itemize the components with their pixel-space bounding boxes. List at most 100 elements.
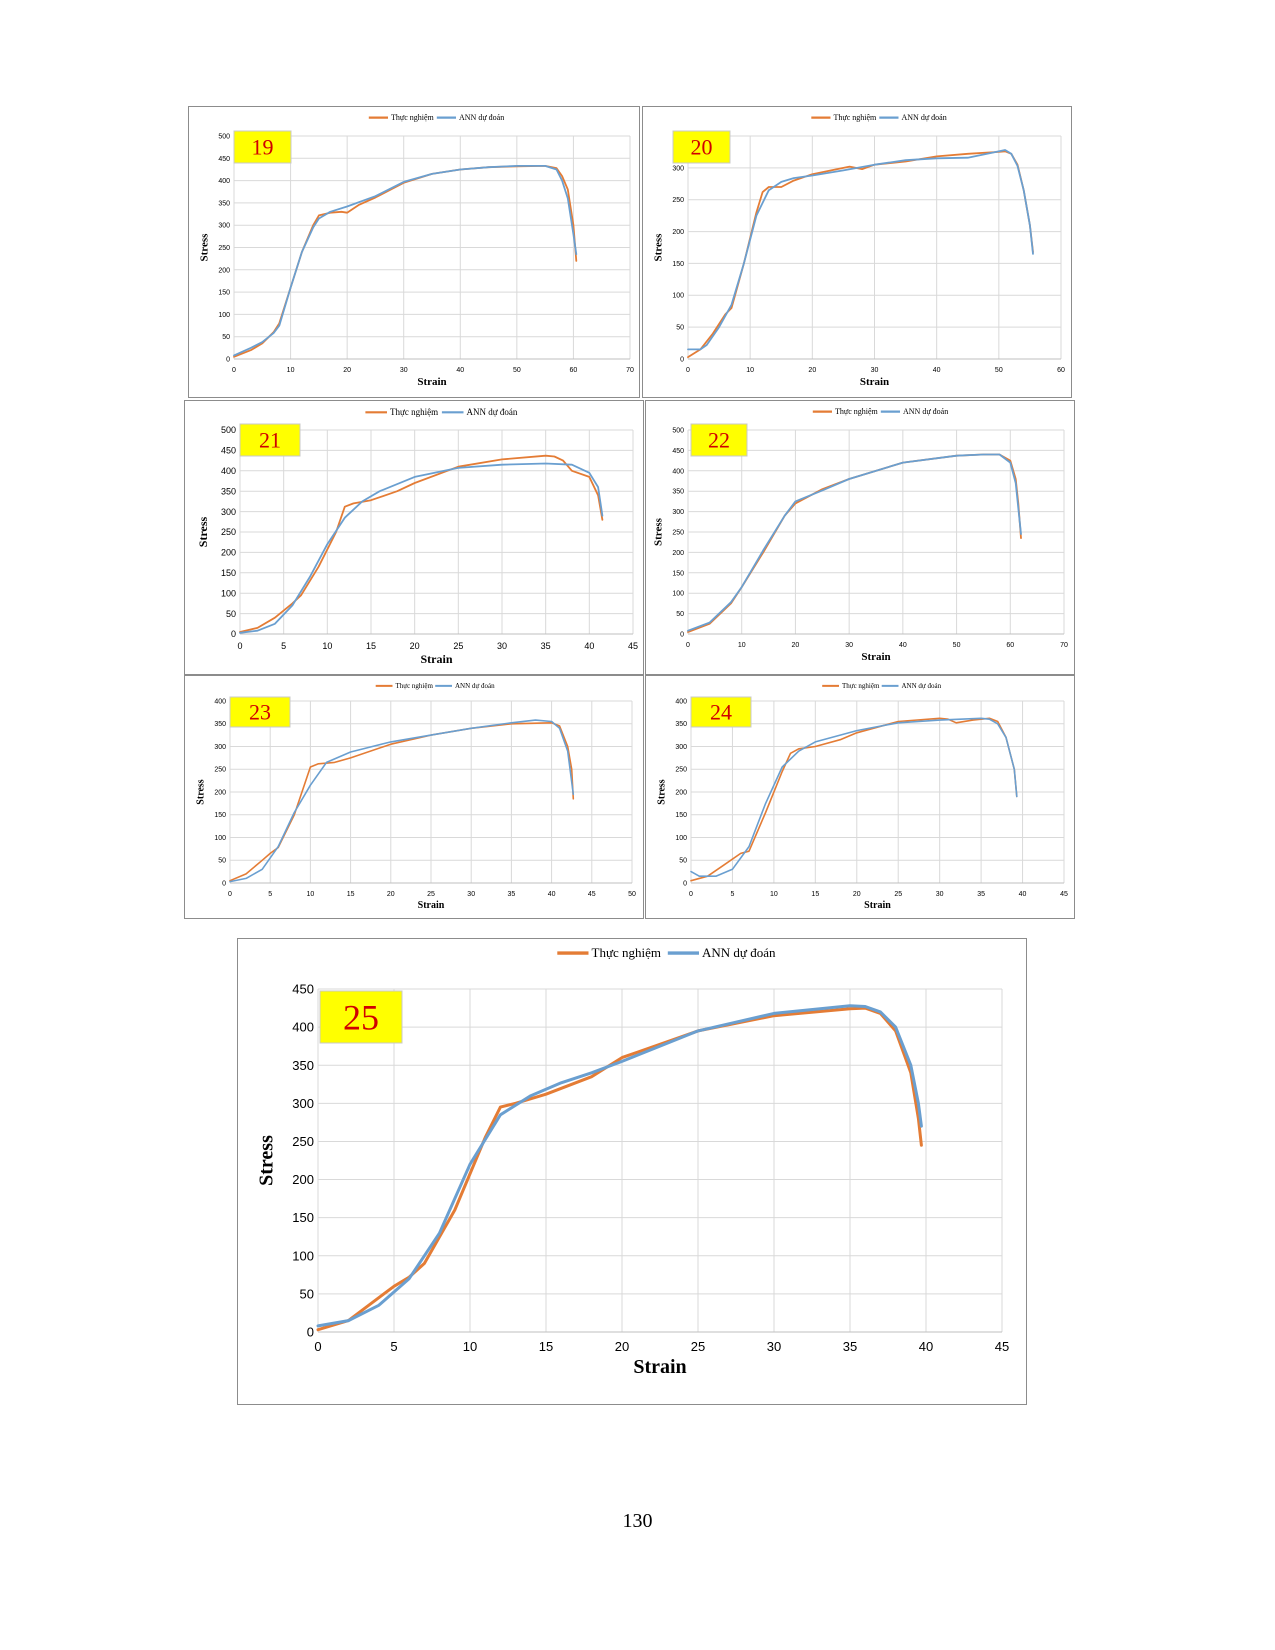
x-tick-label: 40 (933, 367, 941, 374)
x-tick-label: 20 (808, 367, 816, 374)
y-tick-label: 500 (672, 427, 684, 434)
x-tick-label: 0 (232, 367, 236, 374)
x-tick-label: 20 (615, 1339, 629, 1354)
chart-number-badge (690, 423, 748, 457)
series-line-ann-du-doan (229, 719, 575, 883)
y-tick-label: 350 (218, 200, 230, 207)
series-line-thuc-nghiem (687, 453, 1022, 633)
y-tick-label: 200 (221, 548, 236, 558)
y-tick-label: 100 (292, 1248, 314, 1263)
y-tick-label: 250 (292, 1134, 314, 1149)
y-axis-label: Stress (653, 233, 665, 262)
legend-label: Thực nghiệm (391, 113, 435, 122)
y-tick-label: 200 (675, 789, 687, 796)
y-tick-label: 300 (675, 744, 687, 751)
x-tick-label: 30 (497, 641, 507, 651)
y-tick-label: 150 (214, 812, 226, 819)
legend-label: Thực nghiệm (396, 682, 434, 690)
x-axis-label: Strain (860, 376, 889, 388)
y-tick-label: 150 (221, 568, 236, 578)
x-tick-label: 40 (899, 642, 907, 649)
chart-number-label: 20 (691, 135, 713, 160)
chart-number-badge (319, 990, 403, 1044)
y-tick-label: 200 (672, 550, 684, 557)
legend-label: Thực nghiệm (835, 407, 879, 416)
y-tick-label: 0 (231, 629, 236, 639)
legend-label: Thực nghiệm (390, 407, 438, 417)
series-line-ann-du-doan (687, 149, 1034, 351)
chart-24: 0 5 10 15 20 25 30 35 40 45 0 50 100 150 200 250 300 350 4… (645, 675, 1075, 919)
x-axis-label: Strain (861, 651, 890, 663)
legend-label: ANN dự đoán (459, 113, 504, 122)
y-tick-label: 200 (218, 267, 230, 274)
x-tick-label: 30 (400, 367, 408, 374)
y-tick-label: 100 (672, 591, 684, 598)
chart-21-svg: 0 5 10 15 20 25 30 35 40 450501001502002503003504… (196, 407, 638, 666)
legend-label: Thực nghiệm (842, 682, 880, 690)
x-tick-label: 70 (1060, 642, 1068, 649)
chart-22: 0 10 20 30 40 50 60 70 0 50 100 150 200 250 300 350 400 4… (645, 400, 1075, 675)
y-tick-label: 350 (221, 486, 236, 496)
x-tick-label: 10 (287, 367, 295, 374)
chart-19-svg: 0 10 20 30 40 50 60 70 0 50 100 150 200 250 300 350 400 4… (199, 113, 634, 388)
x-tick-label: 70 (626, 367, 634, 374)
chart-number-badge (690, 696, 752, 728)
y-tick-label: 100 (672, 293, 684, 300)
series-line-ann-du-doan (316, 1004, 923, 1328)
y-tick-label: 200 (672, 229, 684, 236)
y-tick-label: 150 (672, 570, 684, 577)
x-tick-label: 0 (314, 1339, 321, 1354)
y-tick-label: 500 (221, 425, 236, 435)
y-tick-label: 250 (221, 527, 236, 537)
x-tick-label: 40 (548, 891, 556, 898)
y-tick-label: 100 (221, 588, 236, 598)
chart-number-label: 22 (708, 428, 730, 453)
y-tick-label: 400 (221, 466, 236, 476)
x-tick-label: 35 (508, 891, 516, 898)
series-line-ann-du-doan (233, 165, 578, 357)
x-tick-label: 30 (767, 1339, 781, 1354)
x-tick-label: 10 (463, 1339, 477, 1354)
x-tick-label: 0 (686, 642, 690, 649)
y-axis-label: Stress (653, 517, 665, 546)
y-tick-label: 150 (218, 290, 230, 297)
chart-21: 0 5 10 15 20 25 30 35 40 45 0 50 100 150 200 250 300 350 4… (184, 400, 644, 675)
series-line-ann-du-doan (239, 462, 604, 634)
y-tick-label: 50 (218, 858, 226, 865)
legend-label: ANN dự đoán (467, 407, 518, 417)
y-tick-label: 250 (214, 767, 226, 774)
chart-23-svg: 0 5 10 15 20 25 30 35 40 45 50 0 50 100 150 200 250 300 35… (196, 682, 636, 911)
series-line-ann-du-doan (687, 453, 1022, 632)
x-tick-label: 5 (730, 891, 734, 898)
y-tick-label: 150 (292, 1210, 314, 1225)
x-tick-label: 10 (746, 367, 754, 374)
y-tick-label: 450 (672, 448, 684, 455)
y-axis-label: Stress (196, 779, 207, 804)
x-tick-label: 15 (811, 891, 819, 898)
x-tick-label: 10 (738, 642, 746, 649)
y-tick-label: 0 (680, 356, 684, 363)
legend-label: Thực nghiệm (834, 113, 878, 122)
y-tick-label: 250 (218, 245, 230, 252)
y-tick-label: 250 (675, 767, 687, 774)
x-tick-label: 45 (628, 641, 638, 651)
chart-number-label: 24 (710, 700, 732, 725)
y-tick-label: 500 (218, 133, 230, 140)
y-tick-label: 300 (672, 165, 684, 172)
y-tick-label: 300 (214, 744, 226, 751)
y-tick-label: 400 (218, 178, 230, 185)
x-tick-label: 45 (1060, 891, 1068, 898)
x-tick-label: 35 (843, 1339, 857, 1354)
chart-number-label: 19 (252, 135, 274, 160)
chart-23: 0 5 10 15 20 25 30 35 40 45 50 0 50 100 150 200 250 300 35… (184, 675, 644, 919)
y-tick-label: 50 (226, 609, 236, 619)
y-tick-label: 250 (672, 529, 684, 536)
x-tick-label: 10 (322, 641, 332, 651)
x-tick-label: 30 (467, 891, 475, 898)
x-axis-label: Strain (418, 900, 445, 911)
x-tick-label: 30 (871, 367, 879, 374)
x-tick-label: 60 (1006, 642, 1014, 649)
series-line-thuc-nghiem (690, 717, 1018, 882)
x-tick-label: 25 (427, 891, 435, 898)
y-tick-label: 0 (226, 356, 230, 363)
